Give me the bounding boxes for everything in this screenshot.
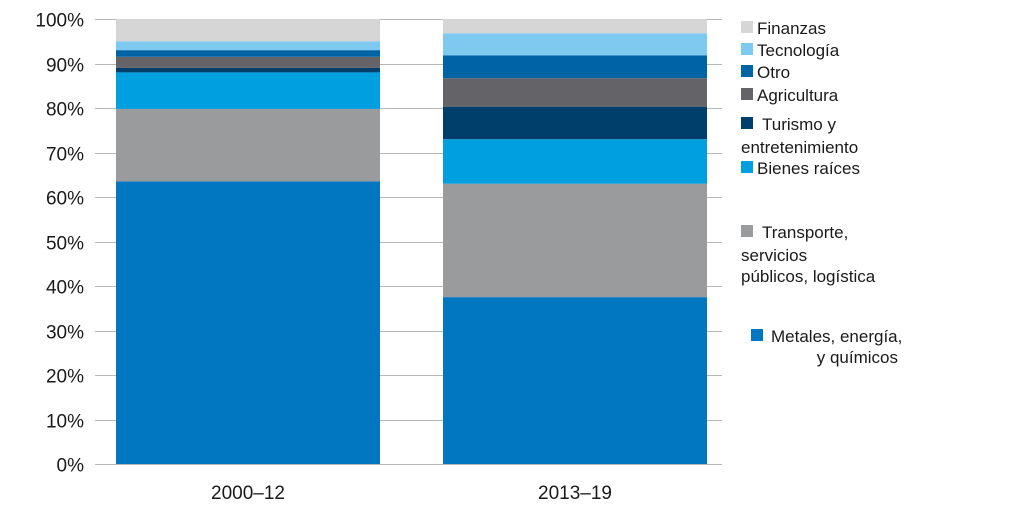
legend-swatch (751, 329, 763, 341)
bar-segment (116, 181, 380, 465)
bar-segment (443, 78, 707, 107)
y-tick-label: 100% (35, 11, 84, 32)
y-tick-label: 0% (57, 456, 85, 477)
y-tick-label: 50% (46, 234, 84, 255)
bar-segment (443, 33, 707, 56)
x-category-label: 2013–19 (538, 483, 612, 504)
bar-segment (443, 183, 707, 298)
y-tick-label: 20% (46, 367, 84, 388)
bar-segment (116, 108, 380, 182)
y-tick-label: 90% (46, 56, 84, 77)
x-category-label: 2000–12 (211, 483, 285, 504)
legend-label: Transporte, (762, 223, 848, 242)
legend-label: entretenimiento (741, 138, 858, 157)
legend-label: Otro (757, 63, 790, 82)
legend: Finanzas Tecnología Otro Agricultura Turismo… (741, 19, 902, 367)
legend-label: servicios (741, 246, 807, 265)
bar-segment (443, 297, 707, 464)
bar-segment (116, 56, 380, 68)
legend-swatch (741, 161, 753, 173)
legend-label: Agricultura (757, 86, 839, 105)
y-tick-label: 40% (46, 278, 84, 299)
legend-swatch (741, 21, 753, 33)
y-tick-label: 70% (46, 145, 84, 166)
bar-segment (443, 19, 707, 34)
bar-segment (443, 106, 707, 140)
legend-swatch (741, 65, 753, 77)
legend-swatch (741, 225, 753, 237)
y-axis: 0% 10% 20% 30% 40% 50% 60% 70% 80% 90% 100% (35, 11, 84, 477)
bar-segment (116, 41, 380, 51)
bar-segment (443, 55, 707, 79)
legend-label: Metales, energía, (771, 327, 902, 346)
bar-segment (116, 72, 380, 109)
bar-segment (116, 19, 380, 42)
y-tick-label: 80% (46, 100, 84, 121)
legend-label: Finanzas (757, 19, 826, 38)
y-tick-label: 10% (46, 412, 84, 433)
legend-label: y químicos (817, 348, 898, 367)
x-axis: 2000–12 2013–19 (211, 483, 612, 504)
legend-swatch (741, 117, 753, 129)
legend-label: públicos, logística (741, 267, 876, 286)
y-tick-label: 60% (46, 189, 84, 210)
legend-swatch (741, 88, 753, 100)
bar-segment (116, 67, 380, 73)
bar-stacks (116, 19, 707, 465)
bar-segment (443, 139, 707, 184)
bar-segment (116, 50, 380, 57)
legend-label: Bienes raíces (757, 159, 860, 178)
legend-label: Tecnología (757, 41, 840, 60)
legend-label: Turismo y (762, 115, 836, 134)
legend-swatch (741, 43, 753, 55)
y-tick-label: 30% (46, 323, 84, 344)
